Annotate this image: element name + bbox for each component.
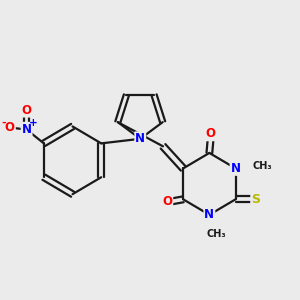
Text: O: O [22, 103, 32, 117]
Text: N: N [22, 123, 32, 136]
Text: N: N [204, 208, 214, 221]
Text: CH₃: CH₃ [252, 161, 272, 171]
Text: O: O [5, 121, 15, 134]
Text: -: - [2, 118, 6, 128]
Text: O: O [206, 127, 216, 140]
Text: +: + [28, 118, 37, 128]
Text: CH₃: CH₃ [207, 229, 226, 239]
Text: S: S [251, 193, 260, 206]
Text: O: O [162, 195, 172, 208]
Text: N: N [135, 132, 145, 145]
Text: N: N [231, 162, 241, 175]
